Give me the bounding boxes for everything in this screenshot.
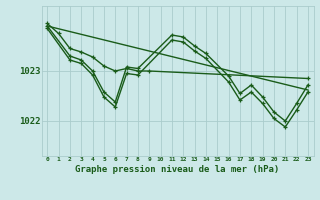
X-axis label: Graphe pression niveau de la mer (hPa): Graphe pression niveau de la mer (hPa): [76, 165, 280, 174]
